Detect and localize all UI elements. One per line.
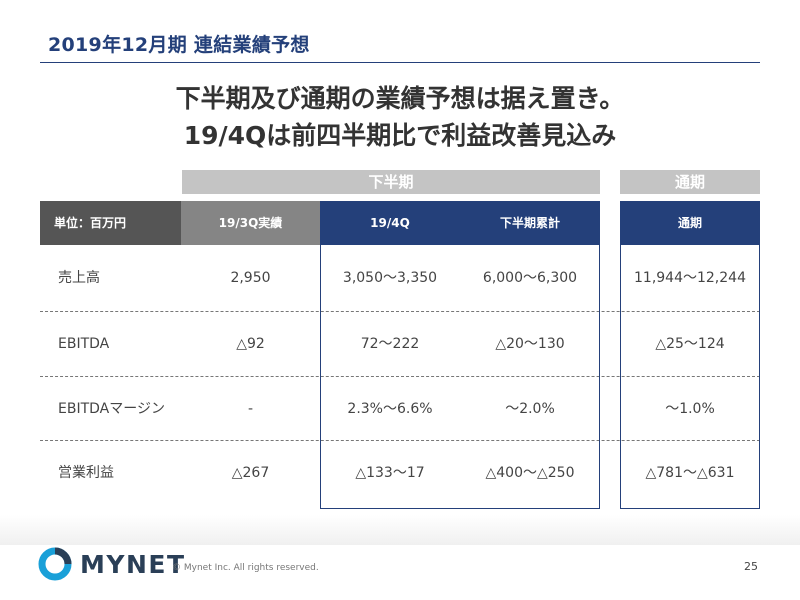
column-header-full-year: 通期: [620, 201, 760, 245]
title-underline: [40, 62, 760, 63]
row-divider: [40, 440, 760, 441]
headline-line-1: 下半期及び通期の業績予想は据え置き。: [175, 84, 625, 113]
footer-shade: [0, 515, 800, 545]
cell-3q: △267: [231, 465, 270, 481]
cell-half: 〜2.0%: [505, 401, 555, 417]
column-header-half-cumulative: 下半期累計: [460, 201, 600, 245]
cell-3q: △92: [236, 336, 265, 352]
copyright: © Mynet Inc. All rights reserved.: [172, 563, 319, 573]
page-number: 25: [744, 560, 758, 573]
row-divider: [40, 311, 760, 312]
headline-line-2: 19/4Qは前四半期比で利益改善見込み: [183, 121, 617, 150]
headline: 下半期及び通期の業績予想は据え置き。 19/4Qは前四半期比で利益改善見込み: [0, 80, 800, 154]
row-divider: [40, 376, 760, 377]
table-row: EBITDAマージン - 2.3%〜6.6% 〜2.0% 〜1.0%: [40, 377, 760, 441]
cell-4q: △133〜17: [355, 465, 425, 481]
row-label: EBITDA: [58, 336, 110, 352]
band-second-half: 下半期: [182, 170, 600, 194]
cell-full: 〜1.0%: [665, 401, 715, 417]
cell-full: △781〜△631: [645, 465, 735, 481]
row-label: 売上高: [58, 270, 100, 286]
cell-3q: 2,950: [230, 270, 271, 286]
column-header-unit: 単位：百万円: [40, 201, 181, 245]
cell-4q: 3,050〜3,350: [342, 270, 438, 286]
brand-name: MYNET: [80, 550, 186, 579]
column-header-3q-actual: 19/3Q実績: [181, 201, 320, 245]
ring-logo-icon: [38, 547, 72, 581]
cell-full: △25〜124: [655, 336, 725, 352]
cell-4q: 2.3%〜6.6%: [347, 401, 433, 417]
page-title: 2019年12月期 連結業績予想: [48, 34, 310, 56]
table-row: 営業利益 △267 △133〜17 △400〜△250 △781〜△631: [40, 441, 760, 505]
row-label: EBITDAマージン: [58, 401, 165, 417]
cell-half: △20〜130: [495, 336, 565, 352]
cell-3q: -: [247, 401, 254, 417]
cell-half: 6,000〜6,300: [482, 270, 578, 286]
cell-full: 11,944〜12,244: [634, 270, 746, 286]
column-header-4q: 19/4Q: [320, 201, 460, 245]
cell-half: △400〜△250: [485, 465, 575, 481]
band-full-year: 通期: [620, 170, 760, 194]
table-row: EBITDA △92 72〜222 △20〜130 △25〜124: [40, 312, 760, 376]
row-label: 営業利益: [58, 465, 114, 481]
table-row: 売上高 2,950 3,050〜3,350 6,000〜6,300 11,944…: [40, 246, 760, 310]
cell-4q: 72〜222: [360, 336, 420, 352]
